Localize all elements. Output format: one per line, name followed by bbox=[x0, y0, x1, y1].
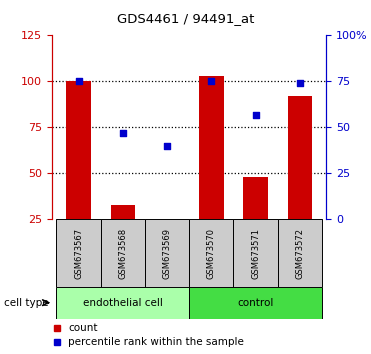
Bar bbox=[189, 219, 233, 287]
Text: endothelial cell: endothelial cell bbox=[83, 298, 163, 308]
Bar bbox=[243, 177, 268, 266]
Point bbox=[164, 143, 170, 149]
Point bbox=[209, 79, 214, 84]
Point bbox=[297, 80, 303, 86]
Text: percentile rank within the sample: percentile rank within the sample bbox=[68, 337, 244, 347]
Text: GSM673568: GSM673568 bbox=[118, 228, 127, 279]
Point bbox=[253, 112, 259, 118]
Text: cell type: cell type bbox=[4, 298, 48, 308]
Text: count: count bbox=[68, 322, 98, 332]
Bar bbox=[155, 223, 179, 266]
Bar bbox=[56, 219, 101, 287]
Bar bbox=[111, 205, 135, 266]
Text: GSM673572: GSM673572 bbox=[295, 228, 305, 279]
Bar bbox=[288, 96, 312, 266]
Bar bbox=[278, 219, 322, 287]
Bar bbox=[199, 76, 224, 266]
Text: GSM673570: GSM673570 bbox=[207, 228, 216, 279]
Bar bbox=[101, 219, 145, 287]
Point bbox=[76, 79, 82, 84]
Text: control: control bbox=[237, 298, 274, 308]
Point bbox=[120, 130, 126, 136]
Bar bbox=[233, 219, 278, 287]
Bar bbox=[66, 81, 91, 266]
Bar bbox=[145, 219, 189, 287]
Text: GSM673571: GSM673571 bbox=[251, 228, 260, 279]
Text: GSM673569: GSM673569 bbox=[162, 228, 171, 279]
Bar bbox=[56, 287, 189, 319]
Text: GDS4461 / 94491_at: GDS4461 / 94491_at bbox=[117, 12, 254, 25]
Bar bbox=[189, 287, 322, 319]
Text: GSM673567: GSM673567 bbox=[74, 228, 83, 279]
